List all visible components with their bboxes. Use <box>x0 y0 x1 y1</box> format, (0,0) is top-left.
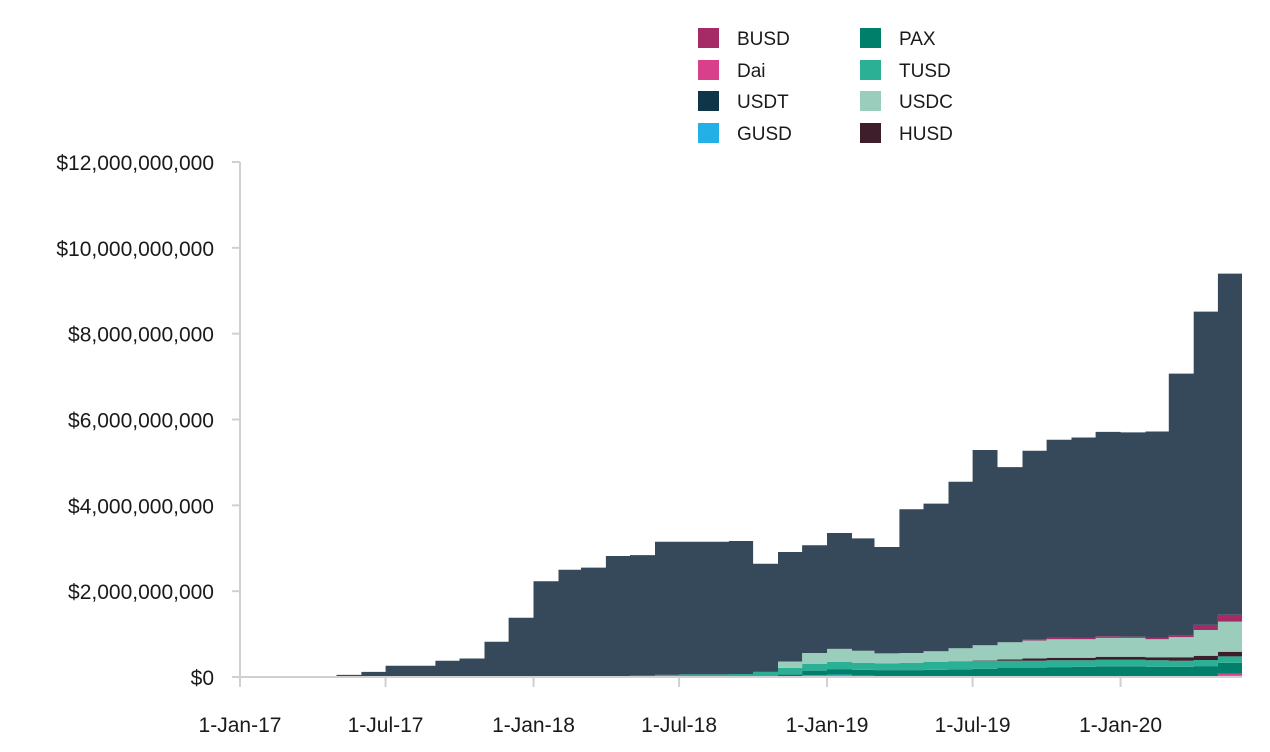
legend-item-husd: HUSD <box>860 123 953 145</box>
legend-swatch <box>698 28 719 48</box>
legend-label: PAX <box>899 29 936 50</box>
legend-label: HUSD <box>899 124 953 145</box>
legend-swatch <box>860 60 881 80</box>
legend-item-gusd: GUSD <box>698 123 792 145</box>
legend-swatch <box>860 91 881 111</box>
legend-item-pax: PAX <box>860 28 936 50</box>
y-tick-label: $0 <box>191 667 214 690</box>
x-tick-label: 1-Jan-17 <box>199 714 282 737</box>
legend-swatch <box>698 60 719 80</box>
legend-item-usdc: USDC <box>860 91 953 113</box>
y-tick-label: $4,000,000,000 <box>68 495 214 518</box>
y-tick-label: $6,000,000,000 <box>68 410 214 433</box>
y-tick-label: $10,000,000,000 <box>56 238 214 261</box>
area-series-usdt <box>240 218 1242 677</box>
legend-swatch <box>698 91 719 111</box>
area-series-pax <box>240 662 1242 677</box>
legend-swatch <box>860 28 881 48</box>
area-series-tusd <box>240 656 1242 677</box>
y-tick-label: $8,000,000,000 <box>68 324 214 347</box>
legend-item-busd: BUSD <box>698 28 790 50</box>
legend-label: Dai <box>737 61 766 82</box>
legend-label: BUSD <box>737 29 790 50</box>
legend-label: TUSD <box>899 61 951 82</box>
x-axis-ticks: 1-Jan-17 1-Jul-17 1-Jan-18 1-Jul-18 1-Jan-19… <box>199 677 1162 737</box>
x-tick-label: 1-Jul-18 <box>641 714 717 737</box>
area-series-usdc <box>240 619 1242 677</box>
chart-legend: BUSD PAX Dai TUSD USDT USDC GUSD HUSD <box>698 28 953 145</box>
legend-label: USDT <box>737 92 789 113</box>
legend-swatch <box>860 123 881 143</box>
legend-item-tusd: TUSD <box>860 60 951 82</box>
legend-swatch <box>698 123 719 143</box>
chart-axes <box>234 162 1242 685</box>
y-axis-ticks: $0 $2,000,000,000 $4,000,000,000 $6,000,000… <box>56 152 240 690</box>
x-tick-label: 1-Jan-20 <box>1079 714 1162 737</box>
legend-item-dai: Dai <box>698 60 766 82</box>
legend-label: GUSD <box>737 124 792 145</box>
x-tick-label: 1-Jul-19 <box>935 714 1011 737</box>
x-tick-label: 1-Jul-17 <box>348 714 424 737</box>
legend-label: USDC <box>899 92 953 113</box>
x-tick-label: 1-Jan-18 <box>492 714 575 737</box>
x-tick-label: 1-Jan-19 <box>786 714 869 737</box>
y-tick-label: $2,000,000,000 <box>68 581 214 604</box>
stacked-area-layers <box>240 218 1242 677</box>
y-tick-label: $12,000,000,000 <box>56 152 214 175</box>
legend-item-usdt: USDT <box>698 91 789 113</box>
